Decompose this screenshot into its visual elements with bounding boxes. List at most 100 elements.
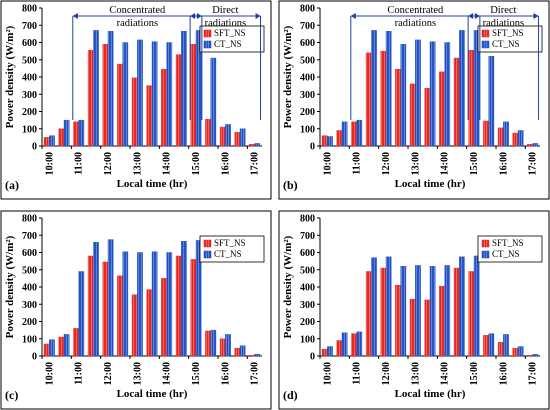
bar-ct-ns	[210, 57, 217, 147]
bar-ct-ns	[195, 240, 202, 357]
y-tick-label: 600	[22, 38, 37, 49]
bar-chart-svg: 0 100 200 300 400 500 600 700 800 Power density (…	[0, 210, 272, 410]
x-tick-label: 15:00	[469, 362, 480, 385]
chart-panel-b: 0 100 200 300 400 500 600 700 800 Power density (…	[278, 0, 550, 200]
bar-sft-ns	[146, 289, 153, 357]
bar-sft-ns	[439, 285, 445, 357]
y-tick-label: 800	[22, 214, 37, 225]
bar-sft-ns	[497, 341, 504, 357]
legend-entry: CT_NS	[492, 39, 520, 49]
x-axis-label: Local time (hr)	[117, 178, 188, 190]
x-tick-label: 10:00	[322, 152, 333, 175]
bar-sft-ns	[453, 267, 460, 357]
y-tick-label: 400	[22, 73, 37, 84]
x-tick-label: 11:00	[74, 152, 85, 175]
bar-sft-ns	[87, 50, 94, 147]
bar-ct-ns	[49, 135, 55, 147]
bar-sft-ns	[468, 50, 475, 147]
bar-ct-ns	[78, 119, 85, 147]
bar-sft-ns	[131, 77, 138, 147]
x-axis-label: Local time (hr)	[395, 388, 466, 400]
legend-swatch	[203, 40, 212, 49]
bar-sft-ns	[453, 57, 460, 147]
bar-ct-ns	[151, 251, 158, 357]
y-axis-label: Power density (W/m²)	[282, 25, 294, 128]
bar-ct-ns	[532, 143, 539, 147]
x-tick-label: 13:00	[410, 152, 421, 175]
bar-sft-ns	[146, 85, 153, 147]
legend-entry: SFT_NS	[214, 238, 246, 248]
y-tick-label: 500	[300, 265, 315, 276]
bar-sft-ns	[351, 121, 357, 147]
y-tick-label: 500	[22, 265, 37, 276]
y-tick-label: 500	[22, 55, 37, 66]
bar-sft-ns	[73, 121, 79, 147]
bar-ct-ns	[429, 266, 436, 357]
bar-sft-ns	[190, 44, 197, 147]
legend-swatch	[203, 250, 212, 259]
bar-ct-ns	[444, 265, 451, 357]
x-tick-label: 17:00	[528, 362, 539, 385]
x-tick-label: 16:00	[220, 152, 231, 175]
x-tick-label: 11:00	[352, 362, 363, 385]
bar-ct-ns	[385, 31, 392, 147]
x-tick-label: 12:00	[381, 362, 392, 385]
bar-sft-ns	[409, 83, 416, 147]
y-tick-label: 500	[300, 55, 315, 66]
bar-sft-ns	[87, 255, 94, 357]
y-axis-label: Power density (W/m²)	[4, 235, 16, 338]
bar-ct-ns	[93, 241, 99, 357]
bar-chart-svg: 0 100 200 300 400 500 600 700 800 Power density (…	[278, 210, 550, 410]
annotation-text: radiations	[117, 18, 158, 29]
legend-entry: SFT_NS	[492, 28, 524, 38]
panel-label: (d)	[283, 388, 298, 402]
y-axis-label: Power density (W/m²)	[282, 235, 294, 338]
bar-sft-ns	[58, 128, 65, 147]
bar-sft-ns	[380, 267, 387, 357]
y-tick-label: 100	[300, 334, 315, 345]
bar-ct-ns	[488, 56, 495, 147]
bar-ct-ns	[459, 256, 465, 357]
bar-ct-ns	[137, 39, 143, 147]
bar-ct-ns	[532, 354, 539, 357]
chart-panel-d: 0 100 200 300 400 500 600 700 800 Power density (…	[278, 210, 550, 410]
bar-ct-ns	[63, 334, 70, 357]
bar-sft-ns	[395, 285, 401, 357]
bar-sft-ns	[190, 259, 197, 357]
legend-swatch	[203, 29, 212, 38]
bar-ct-ns	[429, 41, 436, 147]
bar-ct-ns	[327, 346, 333, 357]
x-tick-label: 13:00	[410, 362, 421, 385]
annotation-text: Concentrated	[109, 5, 166, 16]
legend-swatch	[481, 250, 490, 259]
bar-chart-svg: 0 100 200 300 400 500 600 700 800 Power density (…	[278, 0, 550, 200]
y-tick-label: 700	[300, 21, 315, 32]
y-tick-label: 800	[22, 4, 37, 15]
x-axis-label: Local time (hr)	[117, 388, 188, 400]
bar-sft-ns	[234, 348, 241, 357]
bar-ct-ns	[239, 345, 246, 357]
bar-sft-ns	[380, 50, 387, 147]
x-tick-label: 15:00	[191, 362, 202, 385]
y-tick-label: 600	[22, 248, 37, 259]
bar-sft-ns	[117, 275, 123, 357]
bar-sft-ns	[483, 335, 489, 357]
legend-swatch	[481, 40, 490, 49]
chart-panel-c: 0 100 200 300 400 500 600 700 800 Power density (…	[0, 210, 272, 410]
panel-label: (c)	[5, 388, 18, 402]
bar-ct-ns	[341, 332, 348, 357]
bar-sft-ns	[161, 278, 167, 357]
bar-ct-ns	[107, 239, 114, 357]
y-tick-label: 400	[22, 283, 37, 294]
bar-sft-ns	[512, 132, 519, 147]
y-tick-label: 700	[22, 231, 37, 242]
bar-ct-ns	[385, 256, 392, 357]
y-tick-label: 100	[22, 124, 37, 135]
bar-sft-ns	[175, 255, 182, 357]
bar-sft-ns	[439, 71, 445, 147]
bar-ct-ns	[254, 354, 261, 357]
legend-entry: CT_NS	[214, 249, 242, 259]
